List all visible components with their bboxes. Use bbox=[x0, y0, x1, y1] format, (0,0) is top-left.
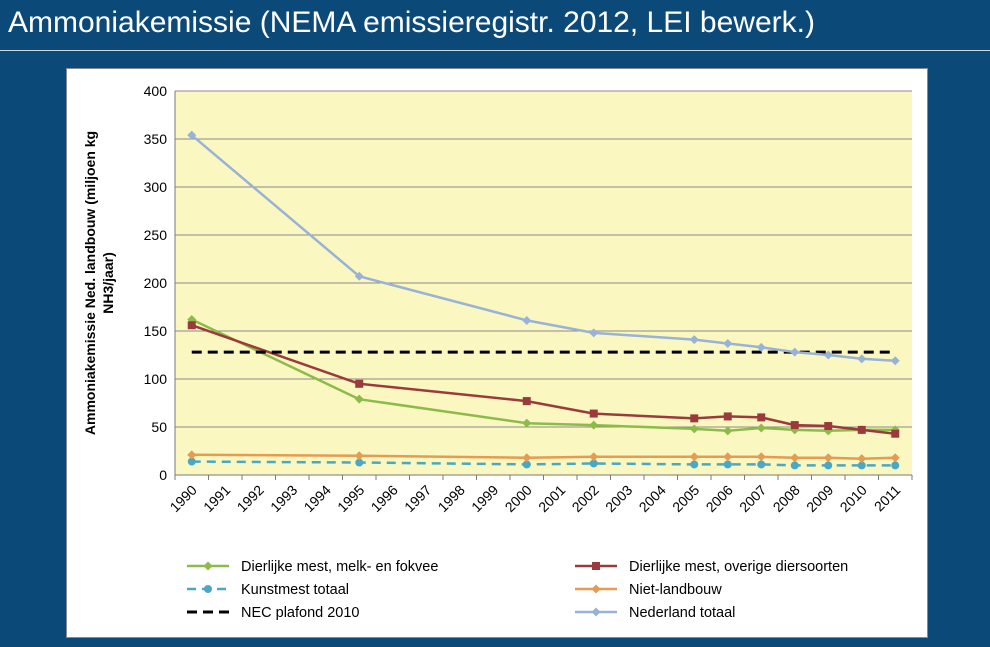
data-point-series-3 bbox=[723, 452, 733, 462]
data-point-series-1 bbox=[723, 412, 732, 421]
legend-entry-label: Dierlijke mest, overige diersoorten bbox=[629, 559, 848, 575]
data-point-series-5 bbox=[890, 356, 900, 366]
x-tick-label: 2008 bbox=[770, 482, 803, 515]
data-point-series-3 bbox=[589, 452, 599, 462]
data-point-series-2 bbox=[355, 458, 364, 467]
legend-swatch-marker bbox=[203, 561, 213, 571]
data-point-series-5 bbox=[823, 350, 833, 360]
data-point-series-0 bbox=[354, 394, 364, 404]
x-tick-label: 2009 bbox=[803, 482, 836, 515]
data-point-series-1 bbox=[757, 413, 766, 422]
x-tick-label: 2010 bbox=[837, 482, 870, 515]
x-tick-label: 1995 bbox=[334, 482, 367, 515]
data-point-series-0 bbox=[689, 424, 699, 434]
x-tick-label: 1997 bbox=[401, 482, 434, 515]
y-tick-label: 350 bbox=[144, 131, 168, 147]
data-point-series-3 bbox=[890, 453, 900, 463]
data-point-series-5 bbox=[689, 335, 699, 345]
legend-entry-label: Dierlijke mest, melk- en fokvee bbox=[241, 559, 438, 575]
data-point-series-3 bbox=[689, 452, 699, 462]
x-tick-label: 2005 bbox=[669, 482, 702, 515]
data-point-series-3 bbox=[823, 453, 833, 463]
y-tick-label: 400 bbox=[144, 83, 168, 99]
data-point-series-2 bbox=[857, 461, 866, 470]
data-point-series-2 bbox=[790, 461, 799, 470]
data-point-series-3 bbox=[756, 452, 766, 462]
data-point-series-5 bbox=[187, 130, 197, 140]
y-tick-label: 100 bbox=[144, 371, 168, 387]
data-point-series-5 bbox=[522, 315, 532, 325]
series-line-2 bbox=[191, 460, 896, 467]
x-tick-label: 2002 bbox=[569, 482, 602, 515]
data-point-series-2 bbox=[187, 457, 196, 466]
data-point-series-2 bbox=[891, 461, 900, 470]
x-tick-label: 2003 bbox=[602, 482, 635, 515]
data-point-series-1 bbox=[522, 397, 531, 406]
x-tick-label: 2004 bbox=[636, 482, 669, 515]
data-point-series-0 bbox=[522, 418, 532, 428]
data-point-series-1 bbox=[824, 422, 833, 431]
x-tick-label: 1990 bbox=[167, 482, 200, 515]
legend-entry-label: Nederland totaal bbox=[629, 605, 735, 621]
x-tick-label: 1993 bbox=[267, 482, 300, 515]
legend-swatch-marker bbox=[204, 585, 212, 593]
legend-entry-label: NEC plafond 2010 bbox=[241, 605, 360, 621]
data-point-series-3 bbox=[522, 453, 532, 463]
legend-entry-label: Kunstmest totaal bbox=[241, 582, 349, 598]
data-point-series-0 bbox=[756, 423, 766, 433]
x-tick-label: 1996 bbox=[368, 482, 401, 515]
data-point-series-5 bbox=[354, 271, 364, 281]
data-point-series-3 bbox=[187, 450, 197, 460]
data-point-series-1 bbox=[589, 409, 598, 418]
chart-panel: 0 50 100 150 200 250 300 350 400 1990 1991 1992 1993… bbox=[66, 68, 928, 638]
y-tick-label: 0 bbox=[159, 467, 167, 483]
data-point-series-0 bbox=[723, 426, 733, 436]
data-point-series-5 bbox=[790, 347, 800, 357]
data-point-series-3 bbox=[857, 454, 867, 464]
data-point-series-0 bbox=[589, 420, 599, 430]
data-point-series-2 bbox=[589, 459, 598, 468]
legend-swatch-marker bbox=[591, 607, 601, 617]
title-divider bbox=[0, 50, 990, 51]
data-point-series-2 bbox=[824, 461, 833, 470]
data-point-series-1 bbox=[187, 321, 196, 330]
y-tick-label: 250 bbox=[144, 227, 168, 243]
x-tick-label: 2007 bbox=[736, 482, 769, 515]
x-tick-label: 2000 bbox=[502, 482, 535, 515]
line-chart: 0 50 100 150 200 250 300 350 400 1990 1991 1992 1993… bbox=[82, 83, 913, 621]
x-tick-label: 2006 bbox=[703, 482, 736, 515]
y-axis-label: Ammoniakemissie Ned. landbouw (miljoen k… bbox=[82, 131, 98, 435]
y-tick-label: 150 bbox=[144, 323, 168, 339]
data-point-series-5 bbox=[857, 354, 867, 364]
data-point-series-1 bbox=[690, 414, 699, 423]
data-point-series-2 bbox=[757, 460, 766, 469]
data-point-series-2 bbox=[723, 460, 732, 469]
data-point-series-5 bbox=[723, 338, 733, 348]
data-point-series-1 bbox=[355, 379, 364, 388]
data-point-series-2 bbox=[690, 460, 699, 469]
legend-swatch-marker bbox=[592, 562, 600, 570]
x-tick-label: 1998 bbox=[435, 482, 468, 515]
legend-swatch-marker bbox=[591, 584, 601, 594]
x-tick-label: 1999 bbox=[468, 482, 501, 515]
x-tick-label: 1992 bbox=[234, 482, 267, 515]
data-point-series-1 bbox=[891, 429, 900, 438]
y-tick-label: 200 bbox=[144, 275, 168, 291]
data-point-series-5 bbox=[756, 342, 766, 352]
data-point-series-3 bbox=[354, 451, 364, 461]
x-tick-label: 1991 bbox=[200, 482, 233, 515]
y-tick-label: 300 bbox=[144, 179, 168, 195]
data-point-series-3 bbox=[790, 453, 800, 463]
y-tick-label: 50 bbox=[151, 419, 167, 435]
legend-entry-label: Niet-landbouw bbox=[629, 582, 722, 598]
x-tick-label: 2001 bbox=[535, 482, 568, 515]
slide-title: Ammoniakemissie (NEMA emissieregistr. 20… bbox=[8, 6, 815, 39]
data-point-series-2 bbox=[522, 460, 531, 469]
x-tick-label: 1994 bbox=[301, 482, 334, 515]
data-point-series-1 bbox=[857, 425, 866, 434]
x-tick-label: 2011 bbox=[871, 482, 904, 515]
y-axis-label: NH3/jaar) bbox=[100, 252, 116, 313]
data-point-series-5 bbox=[589, 328, 599, 338]
data-point-series-1 bbox=[790, 421, 799, 430]
